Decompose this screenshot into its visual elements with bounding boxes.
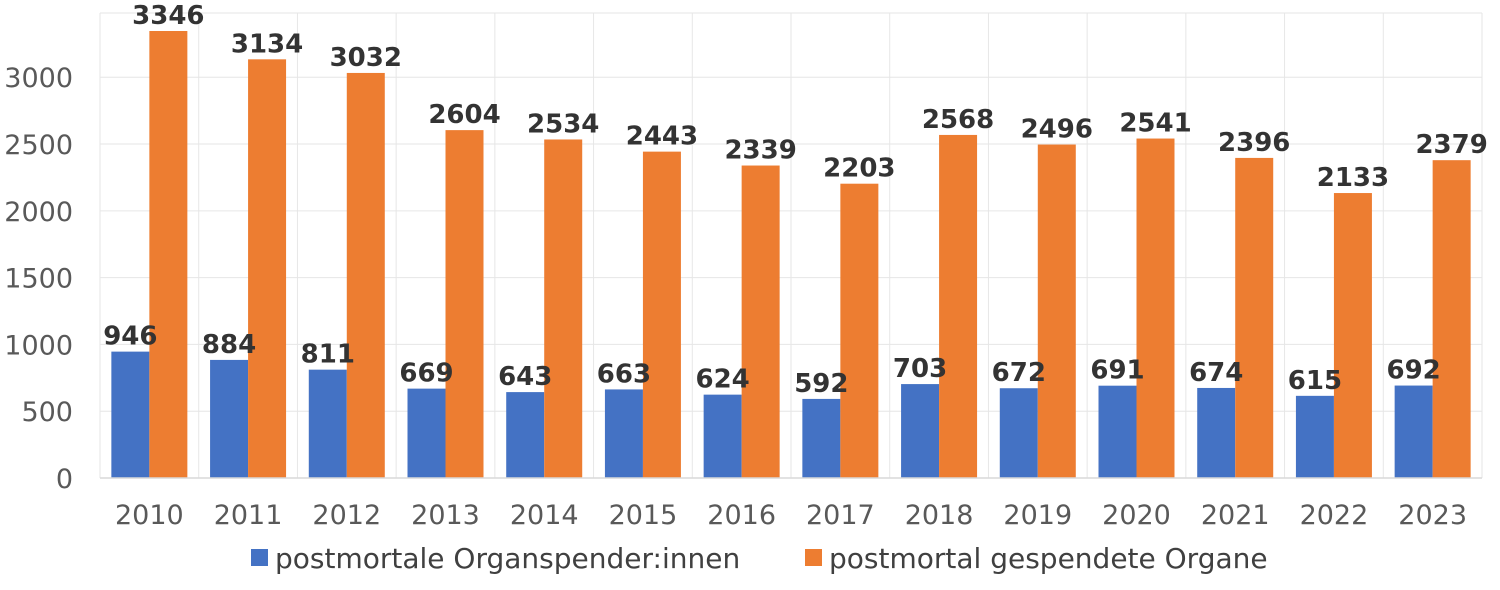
x-tick-label: 2023 — [1398, 500, 1467, 531]
bar-organspender — [802, 398, 841, 478]
bar-organe — [1235, 157, 1274, 479]
bar-organspender — [1295, 395, 1334, 478]
x-tick-label: 2016 — [707, 500, 776, 531]
x-tick-label: 2022 — [1300, 500, 1369, 531]
bar-organe — [1333, 193, 1372, 478]
data-label-organe: 2379 — [1415, 130, 1487, 160]
data-label-organe: 2568 — [922, 105, 994, 135]
bar-organspender — [1197, 387, 1236, 478]
data-label-organspender: 703 — [893, 354, 947, 384]
y-tick-label: 2000 — [4, 197, 73, 228]
bar-organe — [248, 59, 287, 478]
data-label-organspender: 592 — [794, 369, 848, 399]
bar-organe — [939, 134, 978, 478]
y-tick-label: 0 — [56, 464, 73, 495]
data-label-organspender: 669 — [399, 359, 453, 389]
data-label-organspender: 674 — [1189, 358, 1243, 388]
data-label-organe: 2604 — [428, 100, 500, 130]
gridlines — [99, 12, 1483, 478]
bar-organspender — [999, 388, 1038, 478]
data-label-organspender: 672 — [992, 358, 1046, 388]
x-tick-label: 2015 — [609, 500, 678, 531]
legend-label-organspender: postmortale Organspender:innen — [275, 542, 740, 575]
data-label-organspender: 946 — [103, 322, 157, 352]
data-label-organspender: 692 — [1387, 356, 1441, 386]
bar-organspender — [210, 359, 249, 478]
x-tick-label: 2012 — [312, 500, 381, 531]
data-label-organspender: 811 — [301, 340, 355, 370]
y-tick-label: 1000 — [4, 330, 73, 361]
data-label-organe: 2534 — [527, 109, 599, 139]
legend-label-organe: postmortal gespendete Organe — [829, 542, 1268, 575]
x-tick-label: 2013 — [411, 500, 480, 531]
data-label-organe: 3032 — [330, 43, 402, 73]
y-tick-label: 2500 — [4, 130, 73, 161]
x-tick-label: 2017 — [806, 500, 875, 531]
y-tick-label: 3000 — [4, 63, 73, 94]
x-tick-label: 2011 — [214, 500, 283, 531]
data-labels: 946 3346 884 3134 811 3032 669 2604 643 2534 663 24… — [103, 1, 1488, 399]
bar-organe — [642, 151, 681, 478]
x-tick-label: 2018 — [905, 500, 974, 531]
bar-organe — [346, 72, 385, 478]
bar-organspender — [308, 369, 347, 478]
bar-organe — [1037, 144, 1076, 478]
bar-organe — [741, 165, 780, 478]
x-tick-label: 2010 — [115, 500, 184, 531]
data-label-organspender: 643 — [498, 362, 552, 392]
x-tick-label: 2020 — [1102, 500, 1171, 531]
bar-organspender — [604, 389, 643, 478]
x-tick-label: 2019 — [1003, 500, 1072, 531]
x-tick-label: 2014 — [510, 500, 579, 531]
data-label-organe: 2133 — [1317, 163, 1389, 193]
y-tick-label: 1500 — [4, 264, 73, 295]
bar-organspender — [901, 384, 940, 478]
legend: postmortale Organspender:innen postmorta… — [251, 542, 1268, 575]
bar-organspender — [506, 392, 545, 478]
data-label-organspender: 884 — [202, 330, 256, 360]
y-tick-label: 500 — [21, 397, 73, 428]
legend-swatch-organe — [805, 549, 822, 566]
data-label-organe: 2339 — [724, 136, 796, 166]
data-label-organe: 2541 — [1119, 109, 1191, 139]
legend-swatch-organspender — [251, 549, 268, 566]
bar-organspender — [1098, 385, 1137, 478]
bar-organe — [149, 31, 188, 478]
bar-organspender — [1394, 385, 1433, 478]
data-label-organe: 3346 — [132, 1, 204, 31]
data-label-organspender: 624 — [696, 365, 750, 395]
bars — [111, 31, 1471, 479]
data-label-organspender: 691 — [1090, 356, 1144, 386]
bar-organe — [445, 130, 484, 478]
y-axis-ticks: 0 500 1000 1500 2000 2500 3000 — [4, 63, 73, 495]
bar-organe — [544, 139, 583, 478]
bar-organspender — [407, 388, 446, 478]
bar-organe — [1432, 160, 1471, 478]
data-label-organe: 2443 — [626, 122, 698, 152]
data-label-organe: 2203 — [823, 154, 895, 184]
data-label-organe: 2496 — [1021, 115, 1093, 145]
data-label-organspender: 663 — [597, 359, 651, 389]
data-label-organspender: 615 — [1288, 366, 1342, 396]
bar-organspender — [111, 351, 150, 478]
bar-organspender — [703, 394, 742, 478]
bar-organe — [1136, 138, 1175, 478]
x-tick-label: 2021 — [1201, 500, 1270, 531]
x-axis-ticks: 2010 2011 2012 2013 2014 2015 2016 2017 2018 2019… — [115, 500, 1467, 531]
data-label-organe: 2396 — [1218, 128, 1290, 158]
bar-organe — [840, 183, 879, 479]
data-label-organe: 3134 — [231, 29, 303, 59]
